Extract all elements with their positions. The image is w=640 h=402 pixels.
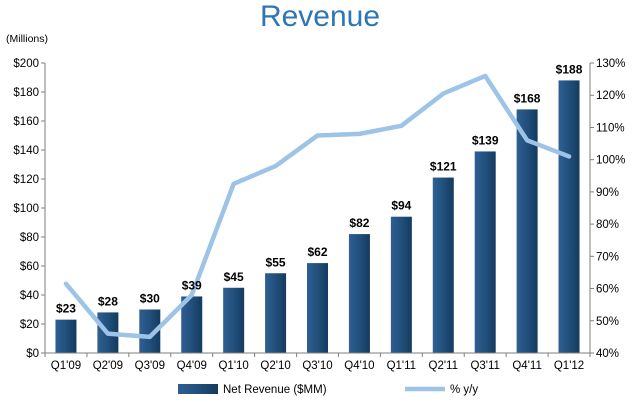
left-tick-label: $40 xyxy=(20,290,39,302)
x-tick-label: Q3'11 xyxy=(470,360,499,372)
y-axis-unit-label: (Millions) xyxy=(6,33,48,45)
bar-Q2'11 xyxy=(432,177,454,353)
x-tick-label: Q3'09 xyxy=(135,360,165,372)
left-tick-label: $140 xyxy=(13,145,39,157)
x-tick-label: Q4'11 xyxy=(512,360,541,372)
left-tick-label: $60 xyxy=(20,261,39,273)
right-tick-label: 60% xyxy=(596,284,619,296)
data-label-Q1'12: $188 xyxy=(556,62,583,76)
data-label-Q2'10: $55 xyxy=(266,255,286,269)
right-tick-label: 90% xyxy=(596,187,619,199)
data-label-Q4'11: $168 xyxy=(514,91,541,105)
data-label-Q4'09: $39 xyxy=(182,278,202,292)
left-tick-label: $120 xyxy=(13,174,39,186)
right-tick-label: 50% xyxy=(596,316,619,328)
x-tick-label: Q1'11 xyxy=(387,360,416,372)
data-label-Q1'11: $94 xyxy=(391,199,411,213)
bar-Q4'11 xyxy=(516,109,538,354)
bar-Q4'09 xyxy=(181,296,203,353)
bar-Q3'09 xyxy=(139,309,161,353)
left-tick-label: $80 xyxy=(20,232,39,244)
left-tick-label: $160 xyxy=(13,116,39,128)
bar-Q1'10 xyxy=(223,287,245,353)
x-tick-label: Q1'10 xyxy=(218,360,248,372)
bar-Q3'10 xyxy=(307,263,328,353)
bar-Q1'12 xyxy=(558,80,580,354)
data-label-Q2'09: $28 xyxy=(98,294,118,308)
chart-title: Revenue xyxy=(259,0,381,33)
data-label-Q1'09: $23 xyxy=(56,302,76,316)
x-tick-label: Q2'10 xyxy=(260,360,290,372)
legend-bar-swatch xyxy=(178,384,218,394)
bar-Q4'10 xyxy=(348,234,370,353)
x-tick-label: Q2'09 xyxy=(93,360,123,372)
x-tick-label: Q4'09 xyxy=(177,360,207,372)
yoy-line xyxy=(63,73,572,340)
x-tick-label: Q1'12 xyxy=(554,360,584,372)
data-label-Q3'09: $30 xyxy=(140,292,160,306)
data-label-Q3'11: $139 xyxy=(472,133,499,147)
left-tick-label: $180 xyxy=(13,87,39,99)
bar-Q1'09 xyxy=(55,319,77,353)
legend-line-label: % y/y xyxy=(450,384,478,396)
bar-Q1'11 xyxy=(390,216,412,353)
bar-Q3'11 xyxy=(474,151,496,353)
x-tick-label: Q2'11 xyxy=(429,360,458,372)
data-label-Q3'10: $62 xyxy=(307,245,327,259)
right-tick-label: 80% xyxy=(596,219,619,231)
data-label-Q1'10: $45 xyxy=(224,270,244,284)
x-tick-label: Q1'09 xyxy=(51,360,81,372)
right-tick-label: 40% xyxy=(596,348,619,360)
left-tick-label: $200 xyxy=(13,58,39,70)
left-tick-label: $0 xyxy=(26,348,39,360)
legend-bar-label: Net Revenue ($MM) xyxy=(223,384,327,396)
bar-Q2'10 xyxy=(265,273,287,353)
right-tick-label: 100% xyxy=(596,155,625,167)
x-tick-label: Q4'10 xyxy=(344,360,374,372)
right-tick-label: 130% xyxy=(596,58,625,70)
data-label-Q2'11: $121 xyxy=(430,160,457,174)
left-tick-label: $100 xyxy=(13,203,39,215)
right-tick-label: 110% xyxy=(596,122,625,134)
right-tick-label: 70% xyxy=(596,251,619,263)
left-tick-label: $20 xyxy=(20,319,39,331)
right-tick-label: 120% xyxy=(596,90,625,102)
x-tick-label: Q3'10 xyxy=(302,360,332,372)
data-label-Q4'10: $82 xyxy=(349,216,369,230)
